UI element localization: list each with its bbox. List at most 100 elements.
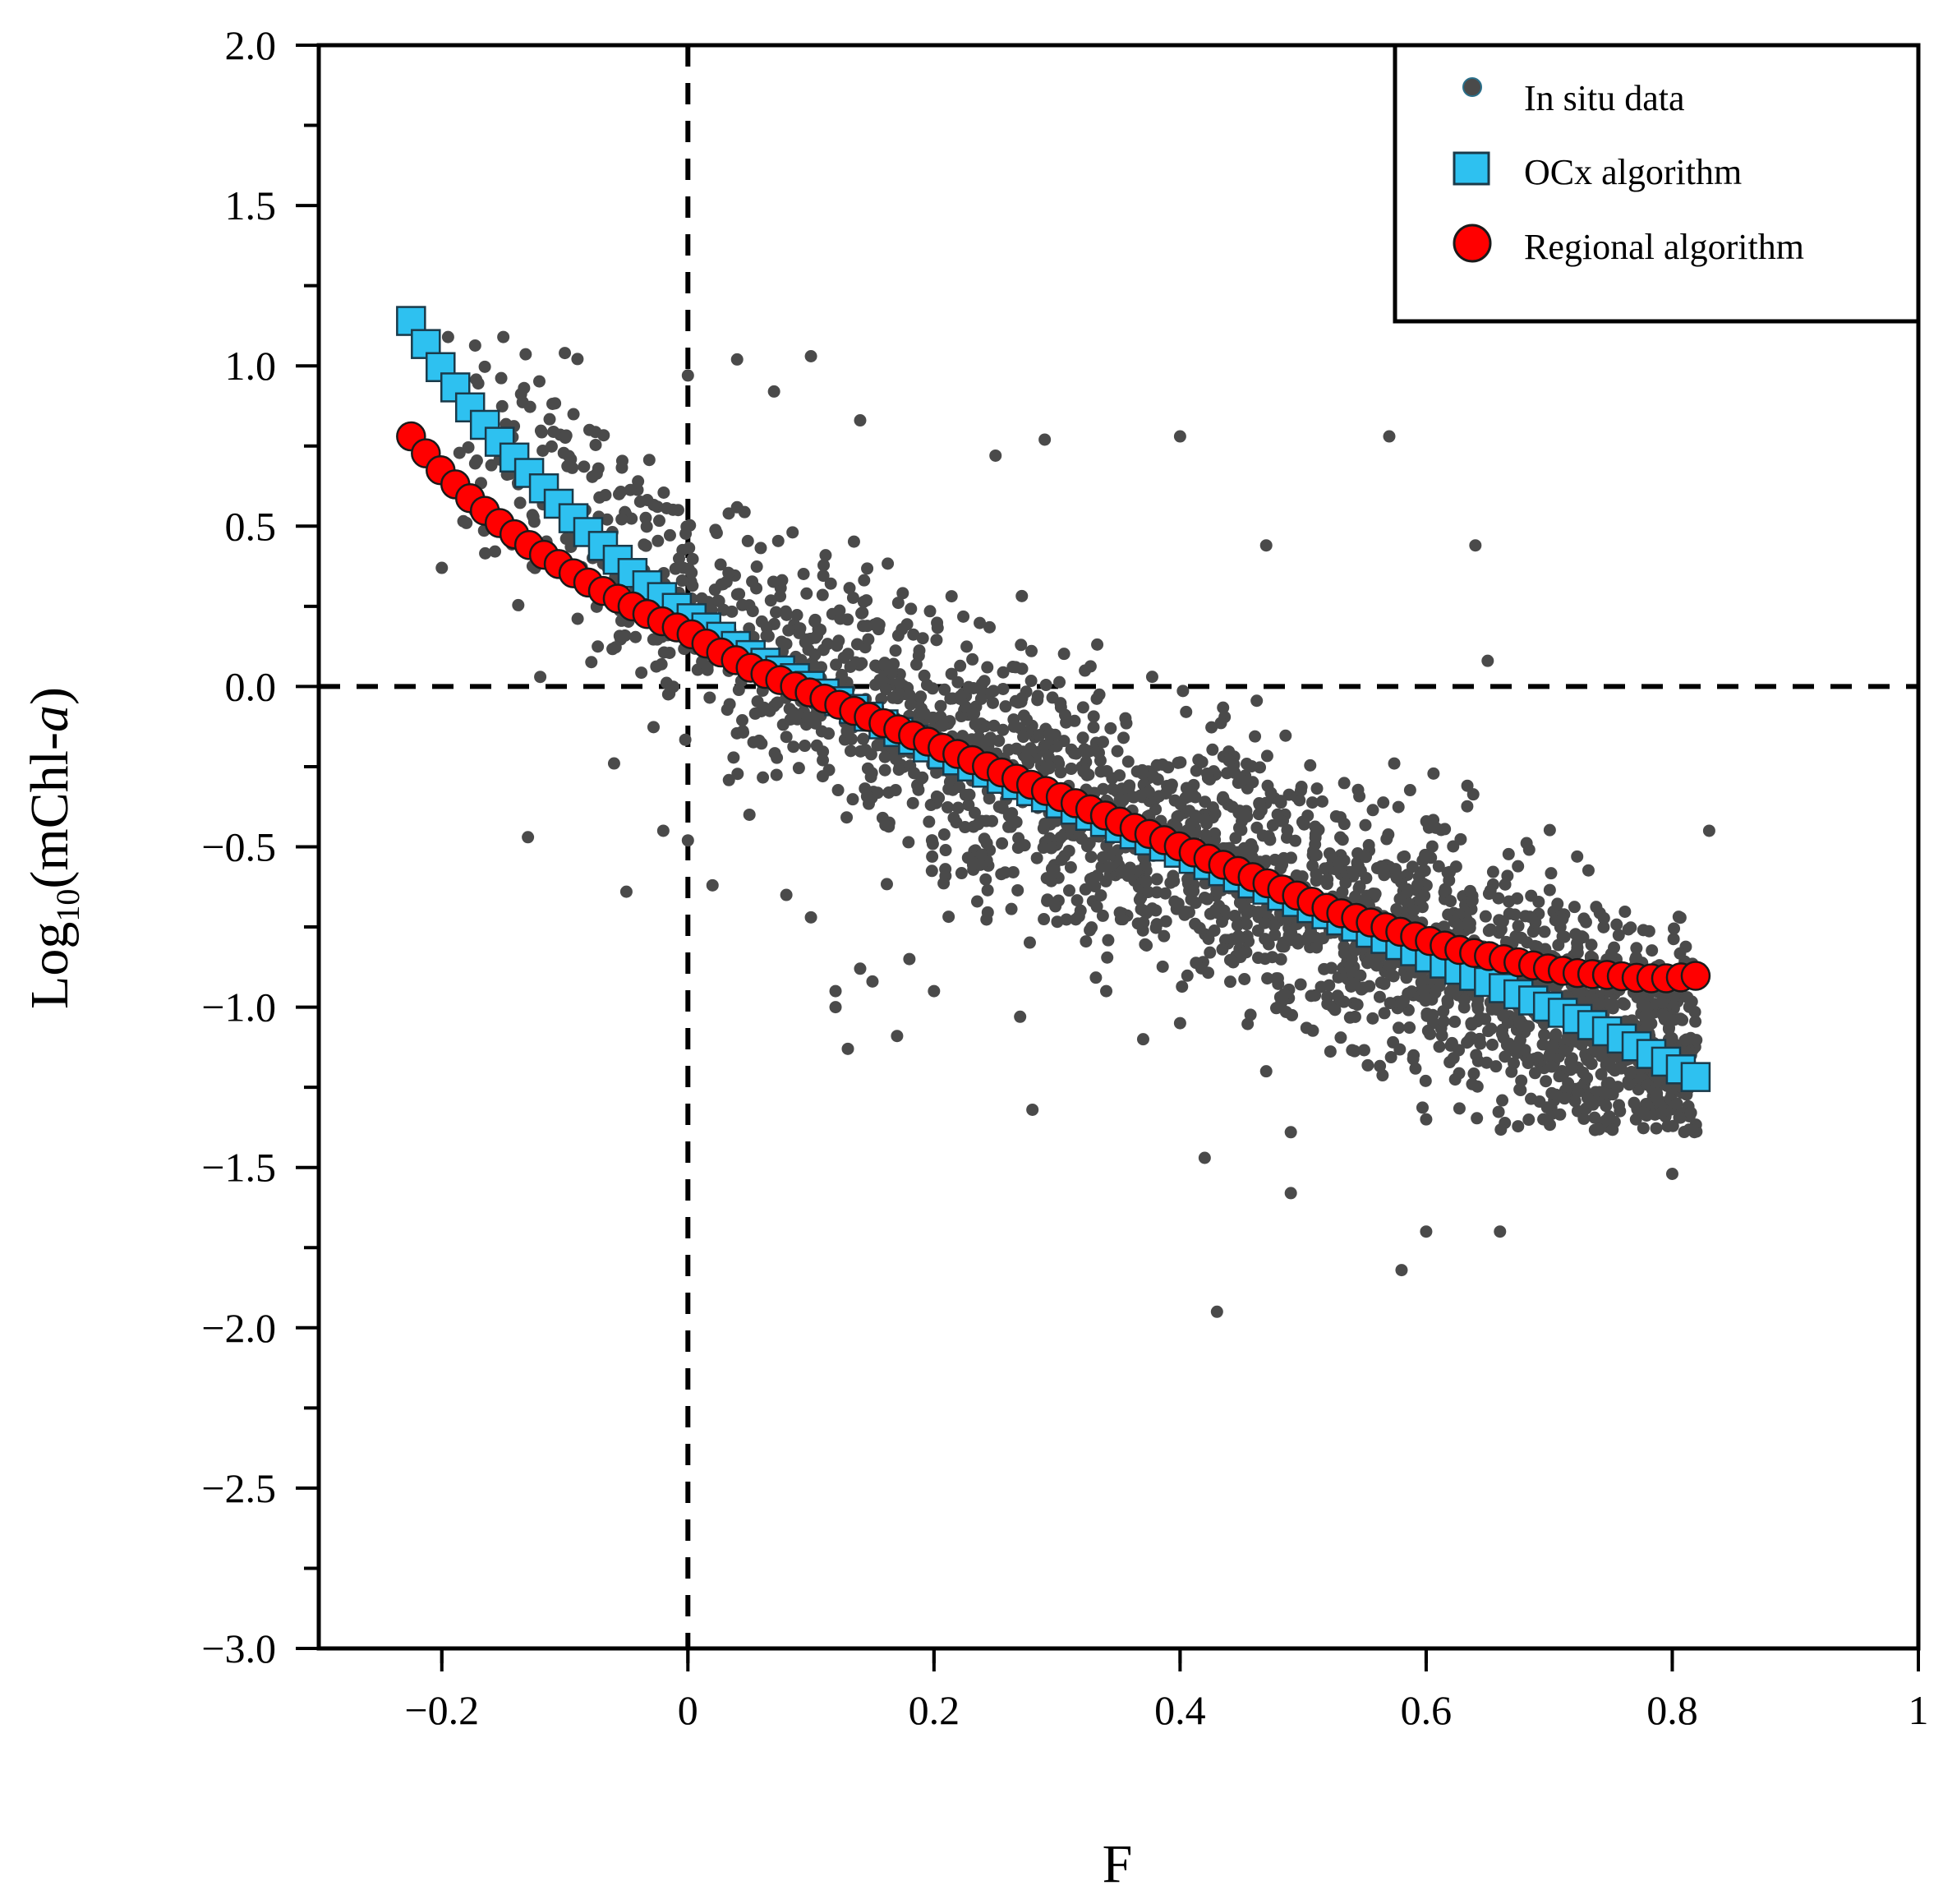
in-situ-point	[1380, 832, 1393, 846]
in-situ-point	[1131, 917, 1144, 930]
in-situ-point	[1206, 743, 1219, 756]
in-situ-point	[1179, 906, 1192, 919]
in-situ-point	[1087, 721, 1100, 734]
in-situ-point	[986, 696, 999, 709]
in-situ-point	[1158, 887, 1172, 900]
in-situ-point	[1252, 808, 1265, 821]
in-situ-point	[1033, 729, 1046, 742]
in-situ-point	[1142, 886, 1155, 899]
in-situ-point	[980, 913, 993, 926]
in-situ-point	[1041, 894, 1054, 907]
in-situ-point	[683, 542, 696, 555]
in-situ-point	[1179, 791, 1192, 804]
in-situ-point	[1338, 777, 1351, 790]
in-situ-point	[1100, 984, 1113, 998]
in-situ-point	[934, 699, 947, 712]
in-situ-point	[640, 520, 653, 533]
in-situ-point	[722, 566, 735, 579]
in-situ-point	[804, 911, 817, 924]
in-situ-point	[601, 513, 614, 526]
in-situ-point	[1159, 787, 1172, 800]
in-situ-point	[831, 784, 845, 797]
in-situ-point	[1531, 1051, 1545, 1064]
in-situ-point	[1260, 749, 1273, 763]
in-situ-point	[931, 621, 944, 634]
in-situ-point	[1210, 1305, 1223, 1318]
in-situ-point	[1189, 897, 1202, 910]
in-situ-point	[1026, 1103, 1039, 1116]
in-situ-point	[453, 446, 466, 459]
in-situ-point	[1201, 892, 1214, 906]
in-situ-point	[866, 975, 879, 988]
in-situ-point	[666, 503, 679, 516]
in-situ-point	[1209, 904, 1222, 917]
in-situ-point	[1140, 875, 1153, 888]
in-situ-point	[1183, 884, 1196, 897]
in-situ-point	[1021, 754, 1034, 767]
in-situ-point	[916, 632, 929, 645]
legend-ocx-marker	[1453, 151, 1490, 186]
in-situ-point	[1181, 873, 1195, 886]
in-situ-point	[462, 440, 475, 454]
in-situ-point	[974, 692, 988, 705]
in-situ-point	[1346, 1044, 1359, 1057]
in-situ-point	[1173, 1017, 1186, 1030]
in-situ-point	[559, 532, 573, 546]
in-situ-point	[974, 858, 987, 871]
in-situ-point	[1419, 1074, 1432, 1087]
in-situ-point	[1668, 989, 1681, 1003]
in-situ-point	[441, 330, 454, 343]
in-situ-point	[782, 624, 795, 637]
in-situ-point	[711, 594, 725, 607]
in-situ-point	[1234, 951, 1247, 964]
in-situ-point	[861, 620, 874, 633]
in-situ-point	[970, 895, 983, 908]
in-situ-point	[770, 606, 783, 619]
in-situ-point	[1494, 1123, 1508, 1136]
in-situ-point	[1439, 823, 1452, 836]
in-situ-point	[850, 638, 863, 651]
in-situ-point	[1276, 940, 1289, 953]
in-situ-point	[1284, 1126, 1297, 1139]
in-situ-point	[1553, 1070, 1566, 1083]
in-situ-point	[1136, 1033, 1149, 1046]
in-situ-point	[1585, 990, 1598, 1003]
in-situ-point	[1409, 1062, 1422, 1075]
in-situ-point	[963, 788, 976, 801]
in-situ-point	[741, 534, 754, 547]
in-situ-point	[1683, 1123, 1696, 1136]
in-situ-point	[843, 582, 856, 595]
in-situ-point	[1492, 892, 1505, 905]
y-axis-title-prefix: Log	[20, 922, 80, 1009]
in-situ-point	[1512, 1120, 1525, 1133]
in-situ-point	[1522, 1113, 1536, 1127]
in-situ-point	[757, 771, 770, 784]
in-situ-point	[854, 414, 867, 427]
x-tick-label: −0.2	[404, 1687, 479, 1733]
in-situ-point	[1338, 818, 1351, 831]
in-situ-point	[1630, 942, 1643, 955]
in-situ-point	[974, 616, 987, 629]
in-situ-point	[1038, 433, 1052, 446]
in-situ-point	[1266, 951, 1279, 964]
in-situ-point	[559, 347, 572, 360]
in-situ-point	[723, 698, 736, 711]
in-situ-point	[1453, 1102, 1466, 1115]
in-situ-point	[1294, 978, 1307, 991]
in-situ-point	[889, 644, 902, 657]
in-situ-point	[996, 837, 1009, 850]
in-situ-point	[1538, 1028, 1551, 1041]
in-situ-point	[1093, 688, 1106, 701]
in-situ-point	[959, 700, 972, 713]
in-situ-point	[1176, 685, 1190, 698]
in-situ-point	[1600, 1100, 1613, 1113]
in-situ-point	[1514, 1084, 1527, 1097]
in-situ-point	[1250, 694, 1264, 708]
in-situ-point	[1366, 804, 1379, 817]
in-situ-point	[1080, 768, 1094, 781]
in-situ-point	[923, 815, 936, 828]
in-situ-point	[1401, 886, 1414, 899]
in-situ-point	[771, 696, 784, 709]
in-situ-point	[1228, 909, 1241, 922]
in-situ-point	[1419, 991, 1432, 1004]
